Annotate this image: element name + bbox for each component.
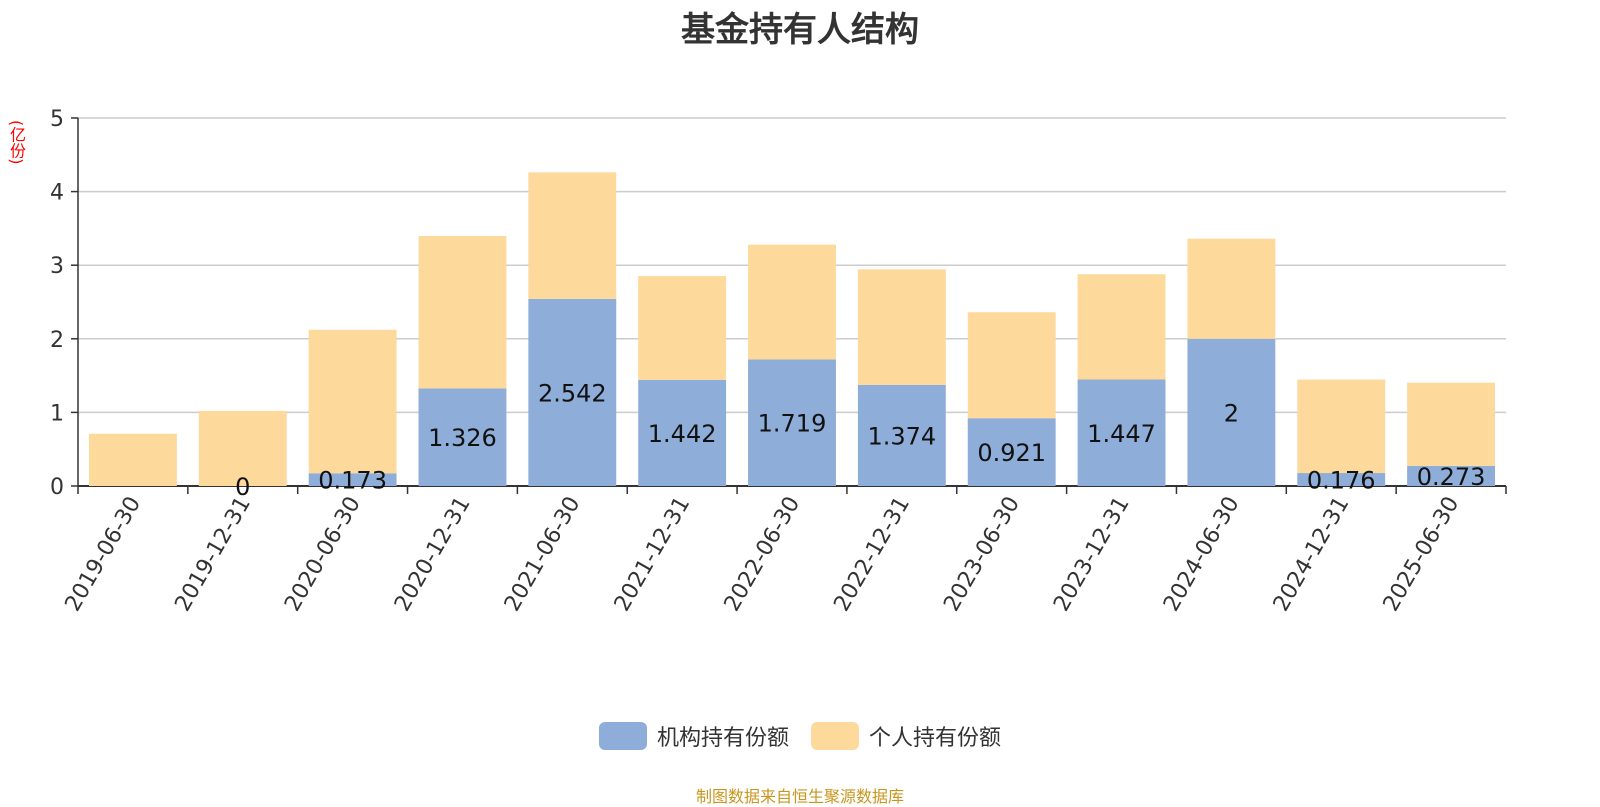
bar-individual — [88, 433, 177, 486]
bar-individual — [308, 329, 397, 474]
bar-individual — [418, 236, 507, 389]
x-tick-label: 2022-12-31 — [829, 493, 915, 616]
bar-institutional — [528, 298, 617, 486]
x-tick-label: 2024-12-31 — [1269, 493, 1355, 616]
y-axis-unit-label: (亿份) — [7, 120, 26, 165]
bar-value-label: 0.273 — [1417, 463, 1486, 491]
legend-swatch-individual — [811, 722, 859, 750]
x-tick-label: 2020-12-31 — [390, 493, 476, 616]
legend-label-individual: 个人持有份额 — [869, 726, 1002, 751]
legend-swatch-institutional — [598, 722, 647, 750]
bar-institutional — [1297, 473, 1386, 486]
bar-individual — [528, 172, 617, 299]
bar-institutional — [857, 384, 946, 486]
x-tick-label: 2023-06-30 — [939, 493, 1025, 616]
y-tick-label: 5 — [50, 107, 64, 132]
bar-individual — [1077, 274, 1166, 380]
bar-institutional — [1187, 338, 1276, 486]
x-tick-label: 2019-06-30 — [61, 493, 147, 616]
bar-institutional — [1077, 379, 1166, 486]
y-tick-label: 0 — [50, 475, 64, 500]
y-tick-label: 4 — [50, 181, 64, 206]
chart-title: 基金持有人结构 — [681, 10, 919, 50]
bar-institutional — [638, 379, 727, 486]
bar-institutional — [748, 359, 836, 486]
y-tick-label: 2 — [50, 328, 64, 353]
bar-individual — [748, 244, 836, 360]
bar-value-label: 1.374 — [867, 422, 936, 450]
bar-institutional — [967, 418, 1056, 486]
data-source-note: 制图数据来自恒生聚源数据库 — [695, 787, 904, 806]
x-tick-label: 2024-06-30 — [1159, 493, 1245, 616]
x-tick-label: 2022-06-30 — [720, 493, 806, 616]
bar-value-label: 0 — [235, 473, 250, 501]
bar-individual — [1297, 379, 1386, 474]
bar-value-label: 1.442 — [648, 420, 717, 448]
bar-individual — [1187, 238, 1276, 339]
bar-value-label: 1.326 — [428, 424, 497, 452]
bar-institutional — [418, 388, 507, 486]
bar-value-label: 1.447 — [1087, 420, 1156, 448]
legend-item-individual[interactable]: 个人持有份额 — [811, 720, 1001, 752]
bar-value-label: 0.921 — [977, 439, 1046, 467]
x-tick-label: 2021-12-31 — [610, 493, 696, 616]
bar-individual — [967, 312, 1056, 419]
bar-value-label: 1.719 — [758, 410, 827, 438]
bar-individual — [198, 410, 287, 486]
bar-individual — [638, 276, 727, 380]
bar-value-label: 0.173 — [318, 467, 387, 495]
y-tick-label: 1 — [50, 401, 64, 426]
chart-legend: 机构持有份额 个人持有份额 — [0, 720, 1600, 752]
legend-item-institutional[interactable]: 机构持有份额 — [598, 720, 789, 752]
bar-value-label: 0.176 — [1307, 467, 1376, 495]
legend-label-institutional: 机构持有份额 — [656, 726, 789, 751]
y-tick-label: 3 — [50, 254, 64, 279]
x-tick-label: 2025-06-30 — [1379, 493, 1465, 616]
bar-individual — [857, 269, 946, 385]
x-tick-label: 2021-06-30 — [500, 493, 586, 616]
bar-institutional — [1407, 465, 1496, 486]
x-tick-label: 2023-12-31 — [1049, 493, 1135, 616]
bar-value-label: 2.542 — [538, 379, 607, 407]
bar-value-label: 2 — [1224, 399, 1239, 427]
x-tick-label: 2019-12-31 — [170, 493, 256, 616]
x-tick-label: 2020-06-30 — [280, 493, 366, 616]
bar-institutional — [308, 473, 397, 486]
bar-individual — [1407, 382, 1496, 466]
